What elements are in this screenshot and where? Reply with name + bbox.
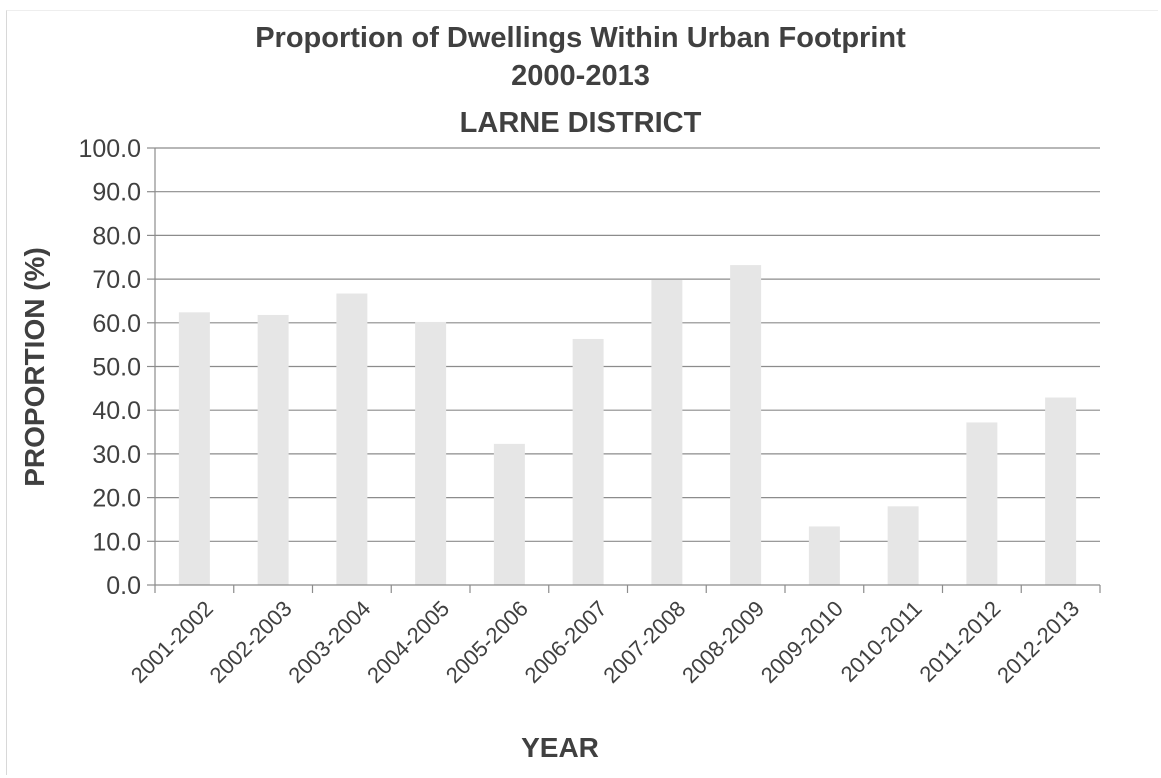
x-tick-label: 2007-2008 — [598, 596, 690, 688]
axes — [147, 147, 1101, 593]
x-axis-label: YEAR — [521, 732, 599, 763]
y-axis-label: PROPORTION (%) — [19, 247, 50, 487]
y-tick-label: 10.0 — [92, 528, 141, 556]
x-tick-label: 2003-2004 — [283, 596, 375, 688]
bar-2009-2010 — [808, 526, 840, 585]
bars — [178, 265, 1077, 585]
x-tick-label: 2011-2012 — [914, 596, 1005, 687]
y-tick-labels: 0.0 10.0 20.0 30.0 40.0 50.0 60.0 70.0 80.0 90.0 1… — [78, 135, 141, 600]
y-tick-label: 20.0 — [92, 485, 141, 513]
x-tick-label: 2002-2003 — [205, 596, 297, 688]
bar-2006-2007 — [572, 338, 604, 585]
y-tick-label: 50.0 — [92, 354, 141, 382]
bar-2008-2009 — [730, 265, 762, 585]
y-tick-label: 70.0 — [92, 266, 141, 294]
x-tick-label: 2005-2006 — [441, 596, 533, 688]
bar-2010-2011 — [887, 506, 919, 585]
x-tick-labels: 2001-20022002-20032003-20042004-20052005… — [126, 596, 1084, 688]
bar-2001-2002 — [178, 312, 210, 585]
y-tick-label: 30.0 — [92, 441, 141, 469]
y-tick-label: 60.0 — [92, 310, 141, 338]
chart-title-line-3: LARNE DISTRICT — [459, 107, 702, 139]
bar-2007-2008 — [651, 279, 683, 585]
x-tick-label: 2001-2002 — [126, 596, 218, 688]
x-tick-label: 2004-2005 — [362, 596, 454, 688]
x-tick-label: 2010-2011 — [836, 596, 927, 687]
bar-2011-2012 — [966, 422, 998, 585]
chart-frame — [6, 10, 1158, 775]
y-tick-label: 90.0 — [92, 179, 141, 207]
bar-2003-2004 — [336, 293, 368, 585]
chart-title-line-1: Proportion of Dwellings Within Urban Foo… — [255, 22, 906, 54]
chart-title-line-2: 2000-2013 — [511, 60, 650, 92]
bar-2012-2013 — [1045, 397, 1077, 585]
y-tick-label: 40.0 — [92, 397, 141, 425]
y-tick-label: 100.0 — [78, 135, 141, 163]
x-tick-label: 2009-2010 — [756, 596, 848, 688]
bar-2004-2005 — [415, 321, 447, 585]
y-tick-label: 0.0 — [106, 572, 141, 600]
bar-2005-2006 — [493, 443, 525, 585]
bar-2002-2003 — [257, 314, 289, 585]
x-tick-label: 2006-2007 — [520, 596, 612, 688]
gridlines — [155, 147, 1100, 542]
x-tick-label: 2012-2013 — [992, 596, 1084, 688]
y-tick-label: 80.0 — [92, 222, 141, 250]
x-tick-label: 2008-2009 — [677, 596, 769, 688]
